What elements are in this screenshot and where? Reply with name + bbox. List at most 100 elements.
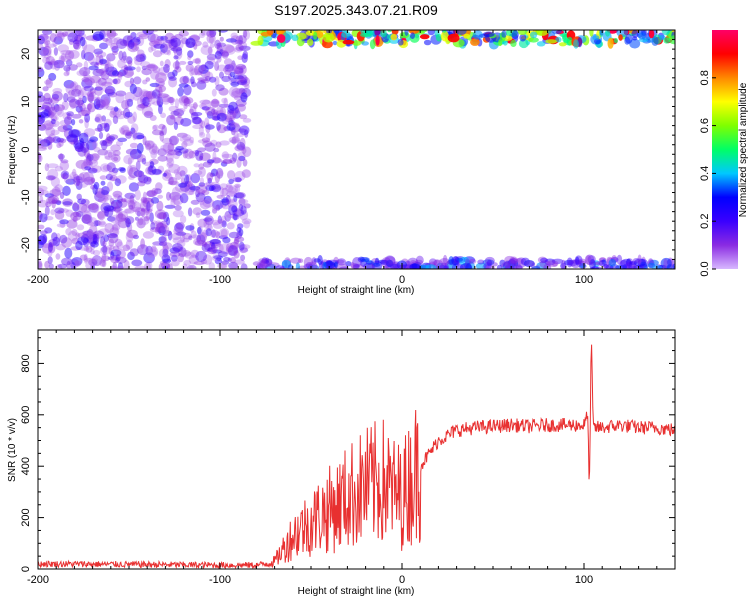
- spectrogram-cell: [214, 76, 220, 87]
- spectrogram-cell: [97, 197, 107, 203]
- spectrogram-cell: [184, 148, 194, 160]
- spectrogram-cell: [90, 261, 95, 269]
- spectrogram-cell: [233, 95, 243, 101]
- spectrogram-cell: [117, 137, 128, 142]
- spectrogram-cell: [201, 241, 208, 247]
- spectrogram-cell: [170, 110, 180, 116]
- spectrogram-cell: [145, 90, 157, 100]
- spectrogram-cell: [169, 41, 179, 52]
- spectrogram-cell: [229, 241, 240, 250]
- spectrogram-cell: [68, 129, 80, 138]
- spectrogram-cell: [241, 53, 248, 63]
- spectrogram-cell: [233, 248, 239, 254]
- spectrogram-cell: [47, 168, 59, 180]
- spectrogram-cell: [135, 160, 141, 171]
- spectrogram-cell: [113, 37, 122, 45]
- spectrogram-cell: [145, 30, 158, 33]
- spectrogram-cell: [158, 66, 170, 76]
- spectrogram-cell: [155, 84, 167, 93]
- spectrogram-cell: [428, 258, 437, 266]
- spectrogram-cell: [110, 42, 118, 51]
- spectrogram-cell: [173, 227, 184, 236]
- spectrogram-cell: [607, 37, 614, 49]
- spectrogram-cell: [85, 204, 95, 209]
- spectrogram-cell: [178, 83, 189, 88]
- spectrogram-cell: [78, 171, 90, 182]
- spectrogram-cell: [237, 223, 244, 230]
- spectrogram-cell: [545, 39, 557, 44]
- spectrogram-cell: [638, 32, 646, 40]
- spectrogram-cell: [134, 216, 139, 221]
- spectrogram-cell: [137, 244, 149, 256]
- spectrogram-cell: [107, 256, 119, 261]
- spectrogram-cell: [224, 117, 233, 123]
- y-tick-label: -20: [20, 237, 32, 253]
- spectrogram-cell: [455, 30, 467, 35]
- spectrogram-cell: [206, 56, 216, 65]
- spectrogram-cell: [227, 257, 232, 262]
- spectrogram-cell: [65, 66, 70, 76]
- spectrogram-cell: [100, 94, 111, 106]
- spectrogram-cell: [150, 197, 160, 204]
- spectrogram-cell: [536, 30, 549, 36]
- spectrogram-cell: [38, 91, 43, 97]
- spectrogram-cell: [124, 216, 135, 225]
- spectrogram-cell: [88, 203, 99, 213]
- spectrogram-cell: [91, 165, 102, 173]
- spectrogram-cell: [124, 208, 132, 214]
- spectrogram-cell: [470, 38, 480, 46]
- spectrogram-cell: [44, 79, 52, 85]
- spectrogram-cell: [70, 88, 82, 97]
- spectrogram-cell: [197, 77, 209, 82]
- spectrogram-cell: [43, 30, 49, 38]
- spectrogram-cell: [233, 238, 239, 249]
- spectrogram-cell: [165, 148, 175, 156]
- spectrogram-cell: [53, 47, 59, 56]
- spectrogram-cell: [166, 216, 171, 226]
- spectrogram-cell: [139, 53, 147, 62]
- spectrogram-cell: [124, 66, 136, 71]
- spectrogram-cell: [136, 142, 144, 154]
- spectrogram-cell: [235, 192, 246, 199]
- spectrogram-cell: [70, 81, 79, 92]
- spectrogram-cell: [235, 184, 241, 194]
- spectrogram-cell: [144, 140, 155, 150]
- spectrogram-cell: [632, 36, 638, 41]
- spectrogram-cell: [97, 77, 107, 86]
- spectrogram-cell: [275, 265, 285, 269]
- spectrogram-cell: [131, 206, 143, 213]
- spectrogram-cell: [226, 183, 232, 188]
- spectrogram-cell: [250, 40, 263, 46]
- spectrogram-cell: [184, 251, 196, 259]
- spectrogram-cell: [146, 249, 158, 258]
- spectrogram-cell: [136, 171, 144, 178]
- spectrogram-cell: [38, 151, 41, 160]
- spectrogram-cell: [129, 83, 137, 94]
- spectrogram-cell: [518, 38, 529, 49]
- spectrogram-cell: [174, 66, 182, 73]
- spectrogram-cell: [188, 235, 193, 241]
- spectrogram-cell: [45, 126, 56, 137]
- spectrogram-cell: [56, 142, 62, 148]
- spectrogram-cell: [200, 45, 213, 56]
- spectrogram-cell: [83, 60, 89, 71]
- y-tick-label: 20: [20, 48, 32, 60]
- spectrogram-cell: [47, 249, 53, 257]
- spectrogram-cell: [221, 220, 227, 228]
- spectrogram-cell: [72, 201, 78, 211]
- spectrogram-cell: [240, 65, 247, 75]
- spectrogram-cell: [237, 41, 248, 50]
- spectrogram-cell: [156, 35, 164, 42]
- spectrogram-cell: [232, 75, 244, 80]
- spectrogram-cell: [115, 254, 121, 262]
- spectrogram-cell: [66, 113, 72, 121]
- spectrogram-cell: [178, 186, 189, 195]
- spectrogram-cell: [64, 50, 75, 61]
- spectrogram-cell: [45, 43, 57, 48]
- spectrogram-cell: [165, 39, 176, 44]
- spectrogram-cell: [43, 136, 55, 144]
- spectrogram-cell: [65, 84, 71, 94]
- spectrogram-cell: [55, 31, 63, 39]
- spectrogram-cell: [194, 149, 199, 157]
- spectrogram-cell: [137, 181, 146, 187]
